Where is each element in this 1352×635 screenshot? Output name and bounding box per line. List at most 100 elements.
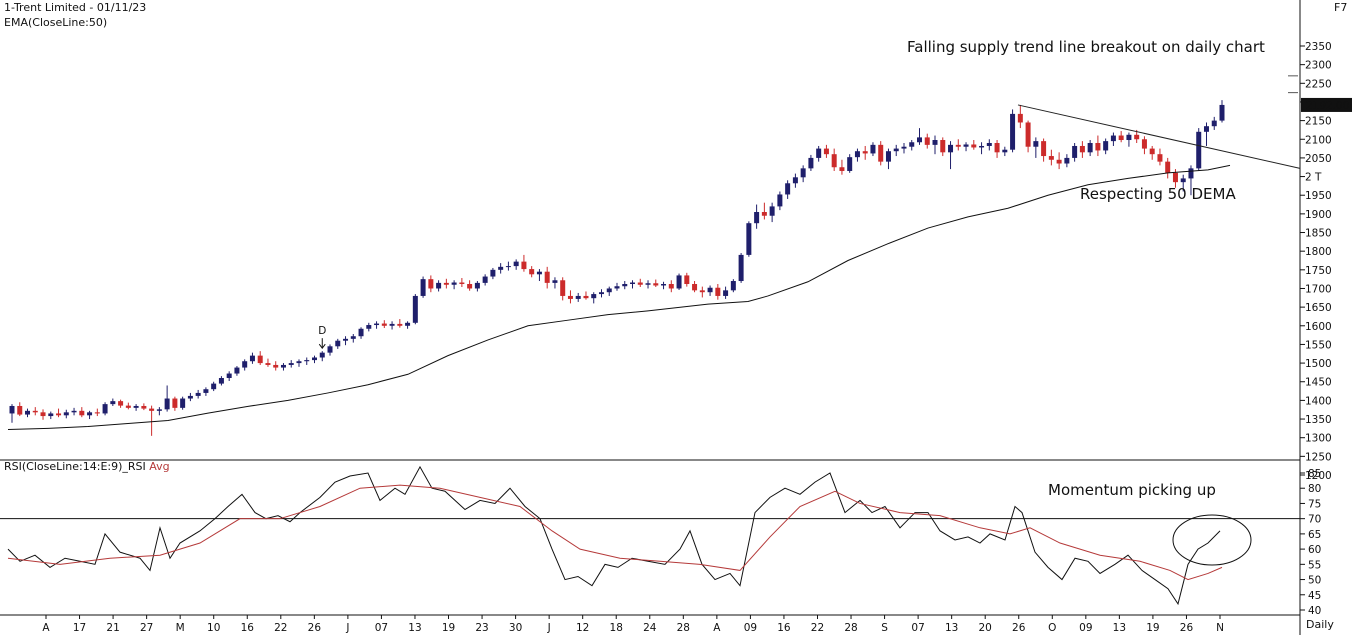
- candle-body: [529, 269, 535, 275]
- rsi-tick-label: 55: [1308, 559, 1321, 571]
- candle-body: [288, 363, 294, 365]
- candle-body: [583, 295, 589, 299]
- candle-body: [653, 283, 659, 286]
- rsi-avg-label: Avg: [149, 460, 170, 473]
- candle-body: [699, 290, 705, 293]
- time-tick-label: 21: [106, 622, 119, 634]
- candle-body: [1103, 141, 1109, 151]
- time-tick-label: J: [547, 622, 551, 634]
- candle-body: [474, 282, 480, 289]
- candle-body: [381, 323, 387, 326]
- rsi-tick-label: 40: [1308, 605, 1321, 617]
- candle-body: [971, 144, 977, 148]
- candle-body: [1010, 113, 1016, 150]
- candle-body: [195, 392, 201, 396]
- rsi-line: [7, 465, 1221, 606]
- candle-body: [567, 295, 573, 299]
- candle-body: [1087, 142, 1093, 153]
- candle-body: [280, 364, 286, 368]
- candle-body: [808, 157, 814, 169]
- time-tick-label: 13: [408, 622, 421, 634]
- candle-body: [676, 275, 682, 289]
- rsi-tick-label: 50: [1308, 575, 1321, 587]
- candle-body: [637, 282, 643, 285]
- candle-body: [358, 328, 364, 337]
- time-tick-label: 19: [1146, 622, 1159, 634]
- candle-body: [668, 284, 674, 289]
- candle-body: [536, 271, 542, 275]
- candle-body: [172, 398, 178, 408]
- candle-body: [350, 336, 356, 339]
- time-tick-label: 26: [1180, 622, 1194, 634]
- candle-body: [963, 144, 969, 147]
- candle-body: [1064, 157, 1070, 164]
- candle-body: [164, 398, 170, 410]
- price-tick-label: 2250: [1305, 78, 1332, 90]
- candle-body: [482, 276, 488, 283]
- price-tick-label: 1700: [1305, 283, 1332, 295]
- candle-body: [40, 412, 46, 417]
- candle-body: [428, 279, 434, 289]
- candle-body: [1211, 120, 1217, 127]
- rsi-tick-label: 60: [1308, 544, 1321, 556]
- time-tick-label: 10: [207, 622, 220, 634]
- rsi-label: RSI(CloseLine:14:E:9)_RSI: [4, 460, 146, 473]
- candle-body: [761, 212, 767, 216]
- candle-body: [467, 284, 473, 289]
- candle-body: [560, 280, 566, 296]
- candle-body: [234, 367, 240, 374]
- momentum-annotation: Momentum picking up: [1048, 481, 1216, 499]
- candle-body: [893, 148, 899, 152]
- time-tick-label: N: [1216, 622, 1224, 634]
- price-tick-label: 1650: [1305, 302, 1332, 314]
- candle-body: [257, 355, 263, 364]
- candle-body: [715, 287, 721, 296]
- candle-body: [94, 412, 100, 414]
- candle-body: [327, 346, 333, 353]
- candle-body: [1017, 113, 1023, 123]
- candle-body: [436, 282, 442, 289]
- time-tick-label: 07: [911, 622, 924, 634]
- candle-body: [645, 283, 651, 285]
- candle-body: [839, 167, 845, 171]
- candle-body: [242, 361, 248, 368]
- last-price-badge: [1301, 97, 1352, 112]
- time-tick-label: A: [713, 622, 721, 634]
- rsi-panel-label: RSI(CloseLine:14:E:9)_RSI Avg: [4, 460, 170, 473]
- candle-body: [211, 383, 217, 390]
- candle-body: [319, 352, 325, 358]
- candle-body: [141, 405, 147, 409]
- candle-body: [800, 168, 806, 178]
- candle-body: [304, 360, 310, 362]
- candle-body: [226, 373, 232, 379]
- time-tick-label: 26: [1012, 622, 1026, 634]
- candle-body: [296, 361, 302, 364]
- candle-body: [1041, 141, 1047, 157]
- price-tick-label: 1900: [1305, 209, 1332, 221]
- price-tick-label: 1350: [1305, 414, 1332, 426]
- price-tick-label: 2150: [1305, 116, 1332, 128]
- time-tick-label: S: [881, 622, 888, 634]
- price-tick-label: 1550: [1305, 339, 1332, 351]
- time-tick-label: 22: [274, 622, 287, 634]
- candle-body: [692, 284, 698, 291]
- price-tick-label: 2350: [1305, 41, 1332, 53]
- candle-body: [420, 279, 426, 296]
- candle-body: [831, 154, 837, 168]
- candle-body: [505, 266, 511, 268]
- candle-body: [343, 338, 349, 341]
- candle-body: [25, 410, 31, 415]
- candle-body: [110, 401, 116, 405]
- candle-body: [917, 137, 922, 143]
- candle-body: [366, 325, 372, 329]
- time-tick-label: 26: [308, 622, 322, 634]
- candle-body: [606, 288, 612, 293]
- candle-body: [397, 323, 403, 326]
- candle-body: [265, 363, 271, 365]
- candle-body: [498, 266, 504, 270]
- candle-body: [1002, 149, 1008, 153]
- rsi-tick-label: 65: [1308, 529, 1321, 541]
- candle-body: [1025, 122, 1031, 147]
- time-tick-label: 28: [677, 622, 690, 634]
- candle-body: [723, 290, 729, 296]
